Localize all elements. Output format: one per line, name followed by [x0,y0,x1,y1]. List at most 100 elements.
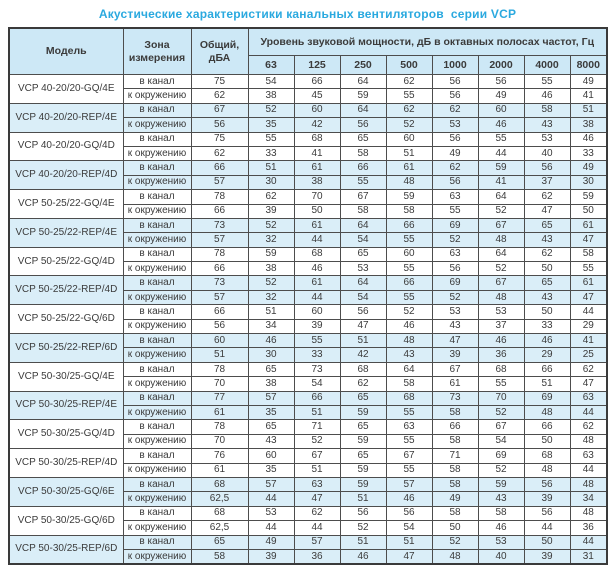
level-cell: 73 [293,361,341,378]
level-cell: 64 [339,102,387,119]
level-cell: 62 [523,189,571,205]
level-cell: 38 [247,88,295,104]
level-cell: 56 [523,476,571,493]
zone-cell: к окружению [122,520,192,536]
col-header-freq-250: 250 [339,55,387,75]
level-cell: 44 [293,520,341,536]
level-cell: 50 [523,261,571,277]
level-cell: 66 [523,419,571,435]
level-cell: 67 [339,189,387,205]
level-cell: 64 [339,217,387,234]
table-row: к окружению 58 39 36 46 47 48 40 39 31 [9,548,608,565]
level-cell: 60 [293,304,341,320]
zone-cell: в канал [122,448,192,464]
level-cell: 55 [247,131,295,147]
level-cell: 62 [569,361,608,378]
level-cell: 44 [569,534,608,550]
level-cell: 33 [293,347,341,363]
header-row-top: Модель Зона измерения Общий, дБА Уровень… [8,27,608,75]
level-cell: 36 [569,520,608,536]
level-cell: 66 [385,275,433,291]
total-dba-cell: 62,5 [190,520,249,536]
level-cell: 58 [385,203,433,219]
zone-cell: в канал [122,189,192,205]
zone-cell: в канал [122,390,192,406]
level-cell: 39 [431,347,479,363]
level-cell: 59 [477,476,525,493]
level-cell: 39 [293,318,341,335]
level-cell: 43 [523,232,571,248]
zone-cell: к окружению [122,347,192,363]
model-cell: VCP 50-30/25-REP/6D [8,534,124,565]
table-header: Модель Зона измерения Общий, дБА Уровень… [8,27,608,75]
zone-cell: к окружению [122,203,192,219]
total-dba-cell: 66 [190,261,249,277]
level-cell: 39 [523,491,571,507]
level-cell: 59 [247,246,295,263]
level-cell: 50 [431,520,479,536]
level-cell: 61 [569,217,608,234]
level-cell: 36 [477,347,525,363]
col-header-freq-4000: 4000 [523,55,571,75]
level-cell: 64 [477,189,525,205]
level-cell: 44 [523,520,571,536]
level-cell: 55 [385,289,433,306]
level-cell: 55 [431,203,479,219]
level-cell: 57 [247,476,295,493]
zone-cell: к окружению [122,491,192,507]
zone-cell: в канал [122,131,192,147]
total-dba-cell: 58 [190,548,249,565]
level-cell: 50 [293,203,341,219]
zone-cell: в канал [122,333,192,349]
level-cell: 46 [293,261,341,277]
level-cell: 51 [339,333,387,349]
table-row: к окружению 66 39 50 58 58 55 52 47 50 [9,203,608,219]
zone-cell: в канал [122,534,192,550]
level-cell: 59 [339,476,387,493]
level-cell: 64 [477,246,525,263]
level-cell: 62 [247,189,295,205]
level-cell: 56 [339,117,387,133]
level-cell: 50 [523,304,571,320]
level-cell: 61 [569,275,608,291]
level-cell: 46 [385,318,433,335]
model-cell: VCP 50-30/25-GQ/4E [8,361,124,392]
zone-cell: в канал [122,419,192,435]
level-cell: 54 [247,73,295,90]
level-cell: 64 [385,361,433,378]
total-dba-cell: 62 [190,88,249,104]
col-header-freq-63: 63 [247,55,295,75]
level-cell: 41 [293,145,341,162]
level-cell: 62 [523,246,571,263]
model-cell: VCP 50-25/22-REP/4D [8,275,124,306]
level-cell: 53 [339,261,387,277]
level-cell: 63 [385,419,433,435]
level-cell: 66 [293,73,341,90]
total-dba-cell: 57 [190,232,249,248]
level-cell: 58 [431,476,479,493]
level-cell: 50 [523,534,571,550]
level-cell: 55 [385,462,433,478]
level-cell: 51 [293,404,341,421]
level-cell: 57 [247,390,295,406]
zone-cell: в канал [122,246,192,263]
level-cell: 52 [431,289,479,306]
level-cell: 55 [339,174,387,191]
table-row: VCP 50-30/25-GQ/6E в канал 68 57 63 59 57 58 59 5… [8,476,608,507]
zone-cell: к окружению [122,261,192,277]
level-cell: 46 [523,333,571,349]
level-cell: 63 [431,246,479,263]
zone-cell: к окружению [122,433,192,450]
level-cell: 36 [293,548,341,565]
level-cell: 53 [477,534,525,550]
level-cell: 56 [431,131,479,147]
model-cell: VCP 50-25/22-GQ/4E [8,189,124,219]
level-cell: 62 [385,73,433,90]
table-row: VCP 50-25/22-GQ/6D в канал 66 51 60 56 52 53 53 5… [8,304,608,335]
level-cell: 52 [293,433,341,450]
level-cell: 56 [523,160,571,176]
total-dba-cell: 60 [190,333,249,349]
level-cell: 48 [523,404,571,421]
level-cell: 43 [431,318,479,335]
level-cell: 56 [431,88,479,104]
